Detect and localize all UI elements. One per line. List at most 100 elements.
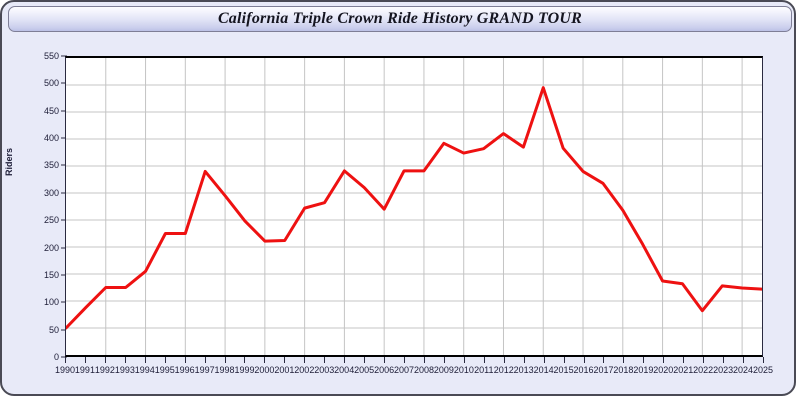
x-tick-label: 2015 — [553, 365, 574, 375]
y-tick-label: 550 — [43, 51, 59, 61]
y-tick-label: 500 — [43, 78, 59, 89]
x-tick-label: 2004 — [334, 365, 355, 375]
x-tick-label: 2016 — [573, 365, 594, 375]
x-tick-label: 1994 — [134, 365, 155, 375]
grid-lines — [66, 58, 762, 355]
y-tick-label: 150 — [43, 269, 59, 280]
x-tick-label: 1993 — [114, 365, 135, 375]
x-tick-mark — [264, 357, 266, 363]
y-tick-mark — [61, 110, 67, 112]
x-tick-mark — [104, 357, 106, 363]
plot-container: Riders 0 50 100 150 200 250 300 350 400 450 500 550… — [2, 36, 794, 394]
series-riders — [66, 58, 762, 355]
x-tick-mark — [523, 357, 525, 363]
y-axis-title: Riders — [4, 147, 14, 176]
x-tick-mark — [344, 357, 346, 363]
y-axis-ticks: 0 50 100 150 200 250 300 350 400 450 500 550 — [23, 51, 67, 362]
x-tick-label: 2010 — [453, 365, 474, 375]
x-tick-label: 1997 — [194, 365, 215, 375]
y-tick-mark — [61, 55, 67, 57]
y-tick-mark — [61, 247, 67, 249]
x-tick-mark — [404, 357, 406, 363]
x-tick-label: 2001 — [274, 365, 295, 375]
x-tick-label: 2008 — [413, 365, 434, 375]
x-tick-mark — [443, 357, 445, 363]
x-tick-label: 2013 — [513, 365, 534, 375]
x-tick-label: 1991 — [74, 365, 95, 375]
y-tick-label: 350 — [43, 160, 59, 171]
x-tick-mark — [304, 357, 306, 363]
x-tick-mark — [364, 357, 366, 363]
x-tick-mark — [164, 357, 166, 363]
y-tick-label: 450 — [43, 105, 59, 116]
x-tick-mark — [423, 357, 425, 363]
x-tick-label: 2000 — [254, 365, 275, 375]
y-tick-label: 0 — [53, 352, 59, 362]
title-bar: California Triple Crown Ride History GRA… — [8, 6, 792, 32]
x-tick-label: 2012 — [493, 365, 514, 375]
x-tick-label: 2003 — [314, 365, 335, 375]
y-tick-label: 400 — [43, 133, 59, 144]
x-tick-label: 2014 — [533, 365, 554, 375]
x-tick-mark — [723, 357, 725, 363]
x-tick-mark — [65, 357, 66, 363]
x-tick-label: 2025 — [752, 365, 774, 375]
y-tick-mark — [61, 164, 67, 166]
x-tick-label: 2009 — [433, 365, 454, 375]
x-tick-mark — [643, 357, 645, 363]
x-tick-mark — [583, 357, 585, 363]
y-tick-mark — [61, 329, 67, 331]
x-tick-label: 2005 — [354, 365, 375, 375]
x-tick-mark — [384, 357, 386, 363]
x-tick-mark — [124, 357, 126, 363]
x-tick-mark — [663, 357, 665, 363]
x-tick-mark — [623, 357, 625, 363]
x-tick-label: 2022 — [693, 365, 714, 375]
plot-area — [65, 56, 763, 357]
x-tick-label: 2020 — [653, 365, 674, 375]
x-tick-label: 1995 — [154, 365, 175, 375]
x-tick-mark — [703, 357, 705, 363]
x-tick-label: 1990 — [54, 365, 76, 375]
x-tick-mark — [224, 357, 226, 363]
x-tick-mark — [144, 357, 146, 363]
x-tick-mark — [603, 357, 605, 363]
y-tick-label: 50 — [48, 324, 59, 335]
x-tick-label: 2007 — [394, 365, 415, 375]
x-tick-label: 2021 — [673, 365, 694, 375]
x-tick-mark — [743, 357, 745, 363]
x-tick-label: 2018 — [613, 365, 634, 375]
y-tick-label: 200 — [43, 242, 59, 253]
x-tick-label: 2019 — [633, 365, 654, 375]
x-tick-label: 1999 — [234, 365, 255, 375]
y-tick-mark — [61, 82, 67, 84]
x-tick-mark — [463, 357, 465, 363]
y-tick-mark — [61, 219, 67, 221]
x-tick-label: 2011 — [474, 365, 494, 375]
x-tick-mark — [543, 357, 545, 363]
x-tick-label: 1998 — [214, 365, 235, 375]
x-tick-mark — [204, 357, 206, 363]
x-tick-mark — [683, 357, 685, 363]
x-tick-mark — [324, 357, 326, 363]
y-tick-mark — [61, 301, 67, 303]
x-tick-mark — [563, 357, 565, 363]
x-tick-label: 1992 — [94, 365, 115, 375]
y-tick-label: 100 — [43, 297, 59, 308]
x-tick-mark — [184, 357, 186, 363]
y-tick-label: 300 — [43, 187, 59, 198]
x-tick-label: 2023 — [713, 365, 734, 375]
x-tick-mark — [284, 357, 286, 363]
x-tick-mark — [84, 357, 86, 363]
x-axis-ticks: 1990 1991 1992 1993 1994 1995 1996 1997 1998 1999… — [55, 357, 773, 391]
y-tick-mark — [61, 137, 67, 139]
x-tick-label: 2017 — [593, 365, 614, 375]
x-tick-label: 2002 — [294, 365, 315, 375]
chart-title: California Triple Crown Ride History GRA… — [217, 10, 583, 27]
x-tick-label: 1996 — [174, 365, 195, 375]
x-tick-mark — [483, 357, 485, 363]
x-tick-mark — [763, 357, 764, 363]
y-tick-mark — [61, 356, 67, 358]
y-tick-label: 250 — [43, 215, 59, 226]
